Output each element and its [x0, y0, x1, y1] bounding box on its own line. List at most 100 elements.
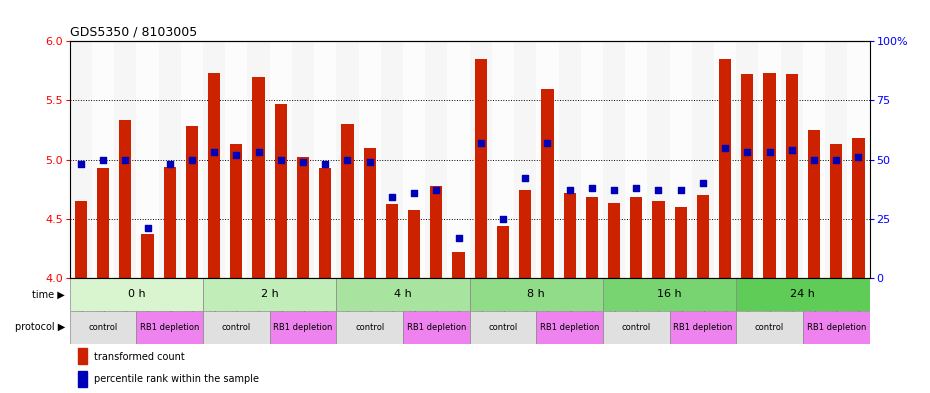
Bar: [225, 41, 247, 278]
Bar: [141, 234, 153, 278]
Point: [718, 145, 733, 151]
Bar: [252, 77, 265, 278]
Bar: [803, 41, 825, 278]
Point: [784, 147, 799, 153]
Bar: [564, 193, 576, 278]
Point: [406, 189, 421, 196]
Bar: [847, 41, 870, 278]
Point: [429, 187, 444, 193]
Bar: [737, 278, 870, 311]
Bar: [114, 41, 137, 278]
Bar: [297, 157, 309, 278]
Text: protocol ▶: protocol ▶: [15, 322, 65, 332]
Bar: [408, 210, 420, 278]
Bar: [364, 148, 376, 278]
Bar: [403, 311, 470, 344]
Text: 0 h: 0 h: [127, 289, 145, 299]
Bar: [203, 278, 337, 311]
Bar: [764, 73, 776, 278]
Point: [229, 152, 244, 158]
Bar: [514, 41, 537, 278]
Bar: [559, 41, 580, 278]
Bar: [159, 41, 180, 278]
Bar: [247, 41, 270, 278]
Bar: [470, 278, 603, 311]
Point: [363, 159, 378, 165]
Bar: [447, 41, 470, 278]
Bar: [386, 204, 398, 278]
Bar: [270, 41, 292, 278]
Bar: [737, 41, 759, 278]
Bar: [137, 41, 159, 278]
Bar: [830, 144, 843, 278]
Bar: [497, 226, 509, 278]
Bar: [714, 41, 737, 278]
Bar: [203, 41, 225, 278]
Bar: [292, 41, 314, 278]
Point: [651, 187, 666, 193]
Bar: [537, 311, 603, 344]
Bar: [231, 144, 243, 278]
Text: control: control: [488, 323, 518, 332]
Point: [318, 161, 333, 167]
Text: control: control: [355, 323, 384, 332]
Text: RB1 depletion: RB1 depletion: [540, 323, 599, 332]
Text: 4 h: 4 h: [394, 289, 412, 299]
Bar: [70, 311, 137, 344]
Bar: [470, 41, 492, 278]
Bar: [825, 41, 847, 278]
Bar: [97, 168, 109, 278]
Text: time ▶: time ▶: [33, 289, 65, 299]
Point: [829, 156, 844, 163]
Bar: [586, 197, 598, 278]
Point: [162, 161, 177, 167]
Bar: [270, 311, 337, 344]
Text: percentile rank within the sample: percentile rank within the sample: [94, 374, 259, 384]
Point: [496, 215, 511, 222]
Bar: [274, 104, 287, 278]
Bar: [852, 138, 865, 278]
Bar: [186, 127, 198, 278]
Bar: [425, 41, 447, 278]
Point: [140, 225, 155, 231]
Point: [384, 194, 399, 200]
Bar: [208, 73, 220, 278]
Bar: [492, 41, 514, 278]
Point: [251, 149, 266, 156]
Bar: [580, 41, 603, 278]
Bar: [337, 41, 359, 278]
Bar: [403, 41, 425, 278]
Text: control: control: [755, 323, 784, 332]
Bar: [603, 311, 670, 344]
Text: GDS5350 / 8103005: GDS5350 / 8103005: [70, 26, 197, 39]
Bar: [180, 41, 203, 278]
Bar: [692, 41, 714, 278]
Bar: [780, 41, 803, 278]
Bar: [670, 41, 692, 278]
Bar: [203, 311, 270, 344]
Point: [606, 187, 621, 193]
Point: [740, 149, 755, 156]
Bar: [164, 167, 176, 278]
Bar: [519, 190, 531, 278]
Point: [540, 140, 555, 146]
Text: RB1 depletion: RB1 depletion: [673, 323, 733, 332]
Point: [806, 156, 821, 163]
Point: [206, 149, 221, 156]
Bar: [319, 168, 331, 278]
Bar: [452, 252, 465, 278]
Text: RB1 depletion: RB1 depletion: [140, 323, 199, 332]
Text: control: control: [621, 323, 651, 332]
Point: [296, 159, 311, 165]
Point: [673, 187, 688, 193]
Point: [584, 185, 599, 191]
Bar: [741, 74, 753, 278]
Text: 16 h: 16 h: [658, 289, 682, 299]
Bar: [631, 197, 643, 278]
Text: 24 h: 24 h: [790, 289, 816, 299]
Bar: [719, 59, 731, 278]
Bar: [537, 41, 559, 278]
Bar: [74, 201, 87, 278]
Point: [184, 156, 199, 163]
Bar: [337, 311, 403, 344]
